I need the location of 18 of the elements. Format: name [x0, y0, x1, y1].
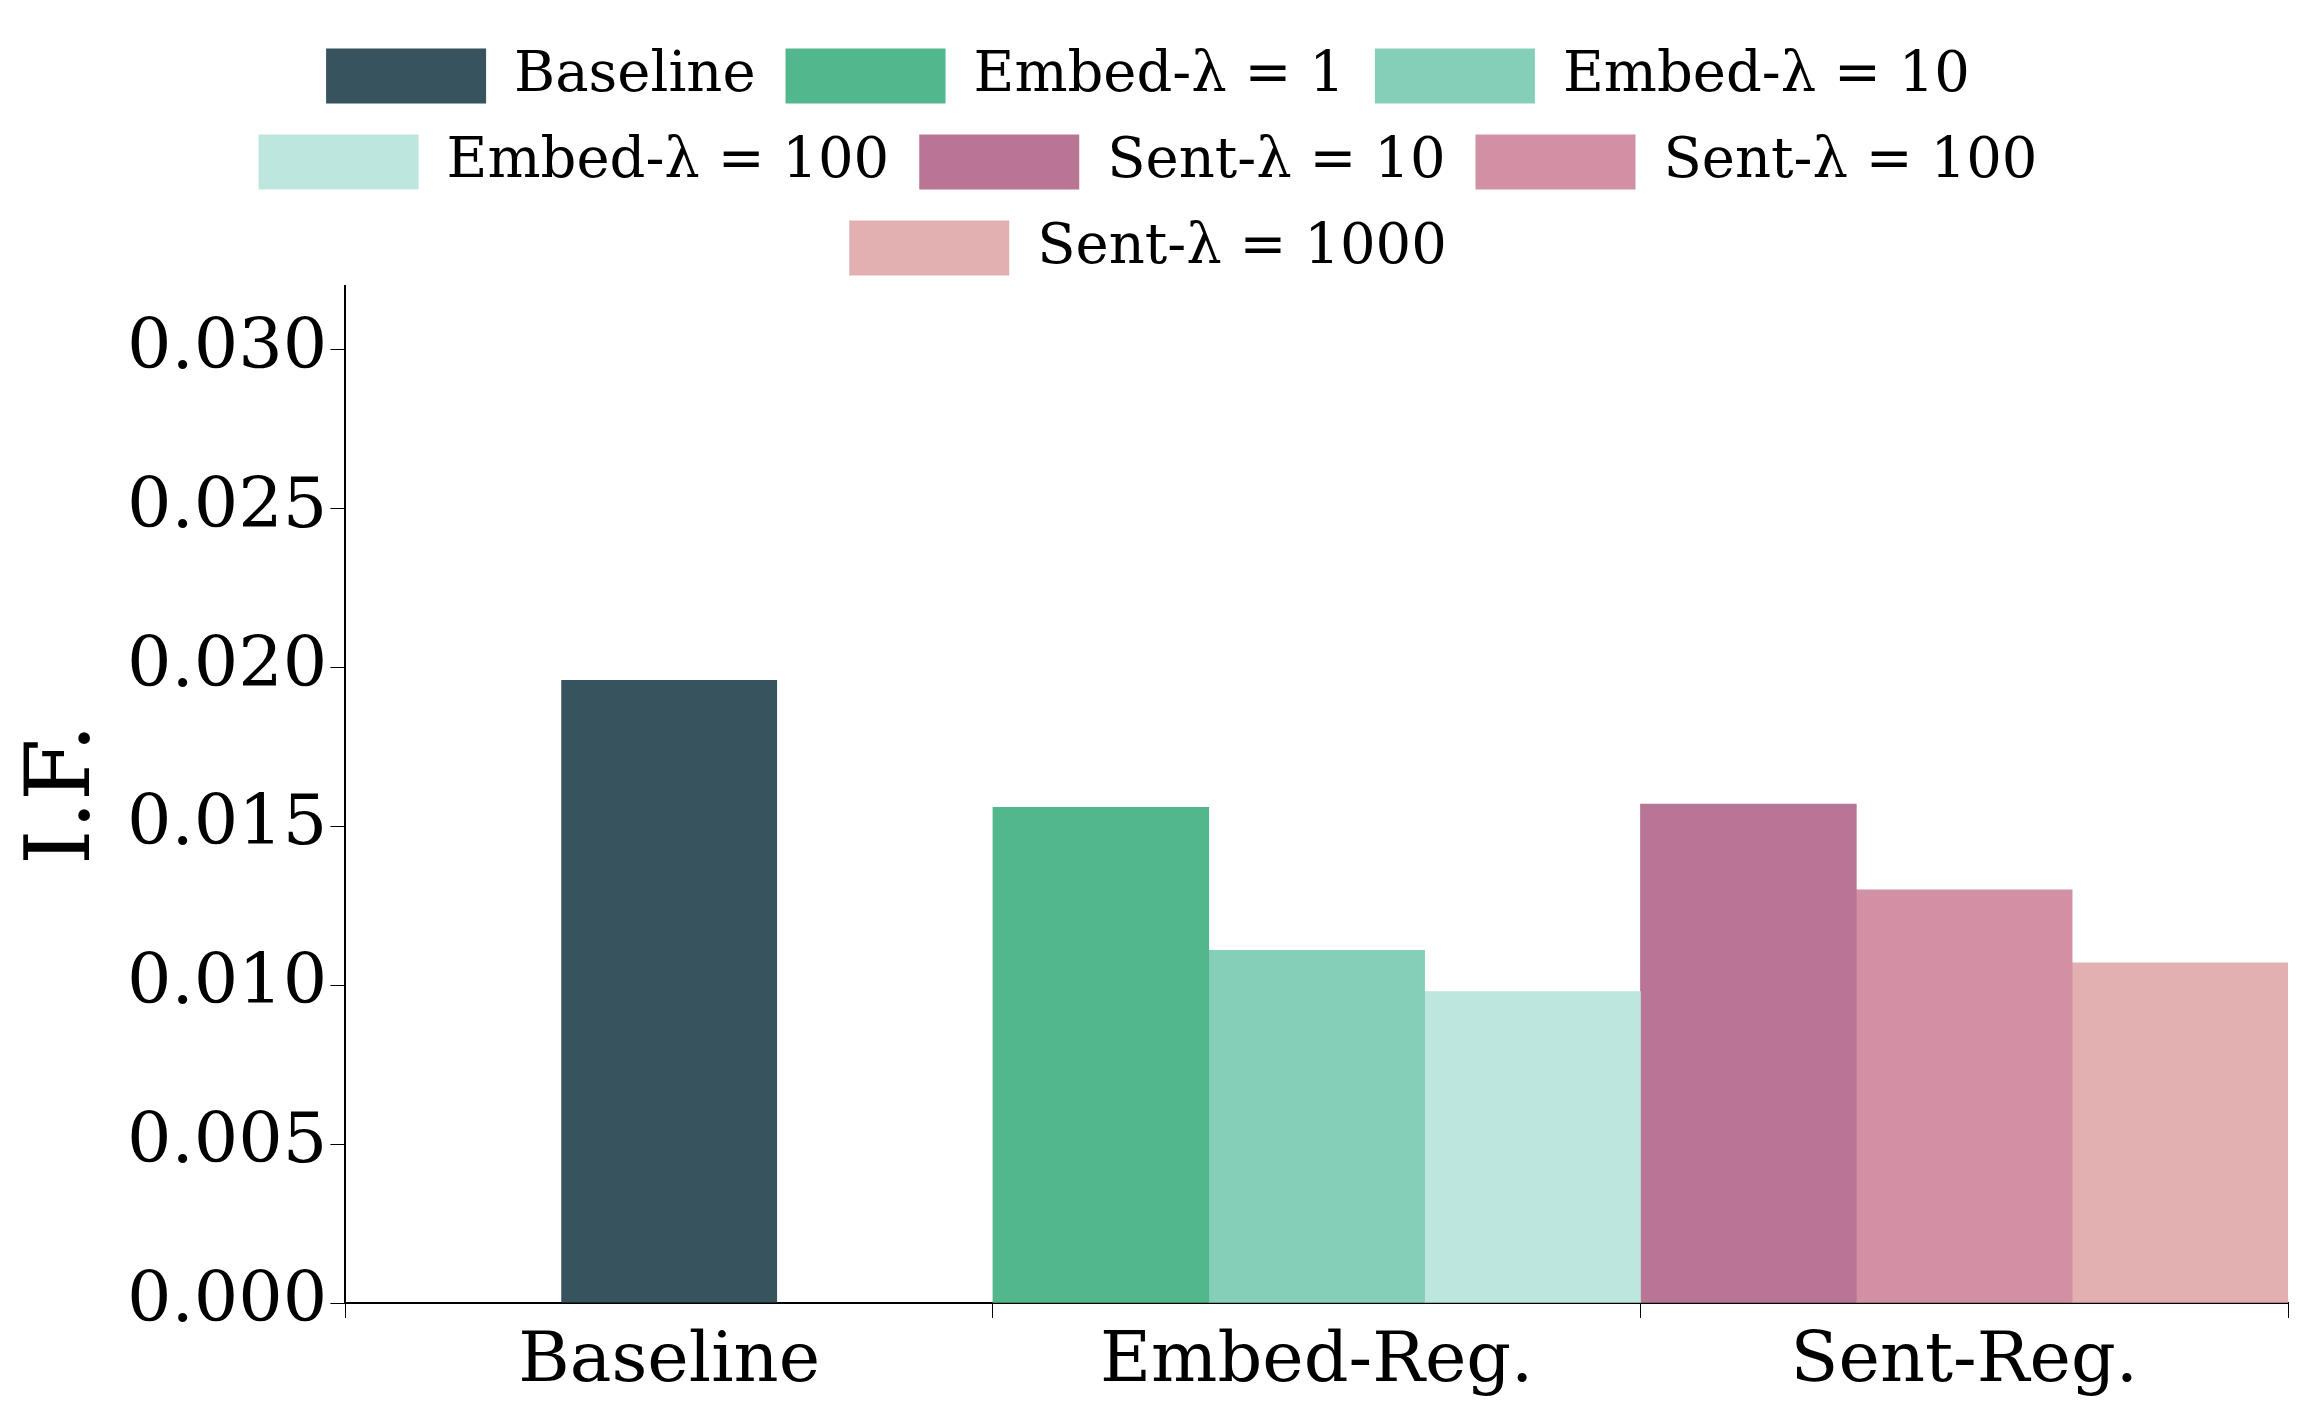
y-tick-label: 0.025 — [126, 461, 328, 544]
y-tick-label: 0.030 — [126, 302, 328, 385]
x-tick-label: Sent-Reg. — [1790, 1316, 2138, 1399]
legend-label: Embed-λ = 1 — [973, 38, 1345, 104]
legend-label: Sent-λ = 100 — [1663, 124, 2038, 190]
x-tick-label: Embed-Reg. — [1100, 1316, 1534, 1399]
x-tick-label: Baseline — [518, 1316, 821, 1399]
legend-label: Embed-λ = 100 — [446, 124, 890, 190]
y-tick-label: 0.015 — [126, 779, 328, 862]
y-tick-label: 0.005 — [126, 1097, 328, 1180]
legend-label: Embed-λ = 10 — [1562, 38, 1970, 104]
y-tick-label: 0.020 — [126, 620, 328, 703]
legend-label: Baseline — [514, 38, 756, 104]
y-tick-label: 0.000 — [126, 1256, 328, 1339]
legend-label: Sent-λ = 10 — [1107, 124, 1446, 190]
y-axis-title: I.F. — [5, 723, 111, 866]
y-tick-label: 0.010 — [126, 938, 328, 1021]
legend-label: Sent-λ = 1000 — [1037, 210, 1447, 276]
